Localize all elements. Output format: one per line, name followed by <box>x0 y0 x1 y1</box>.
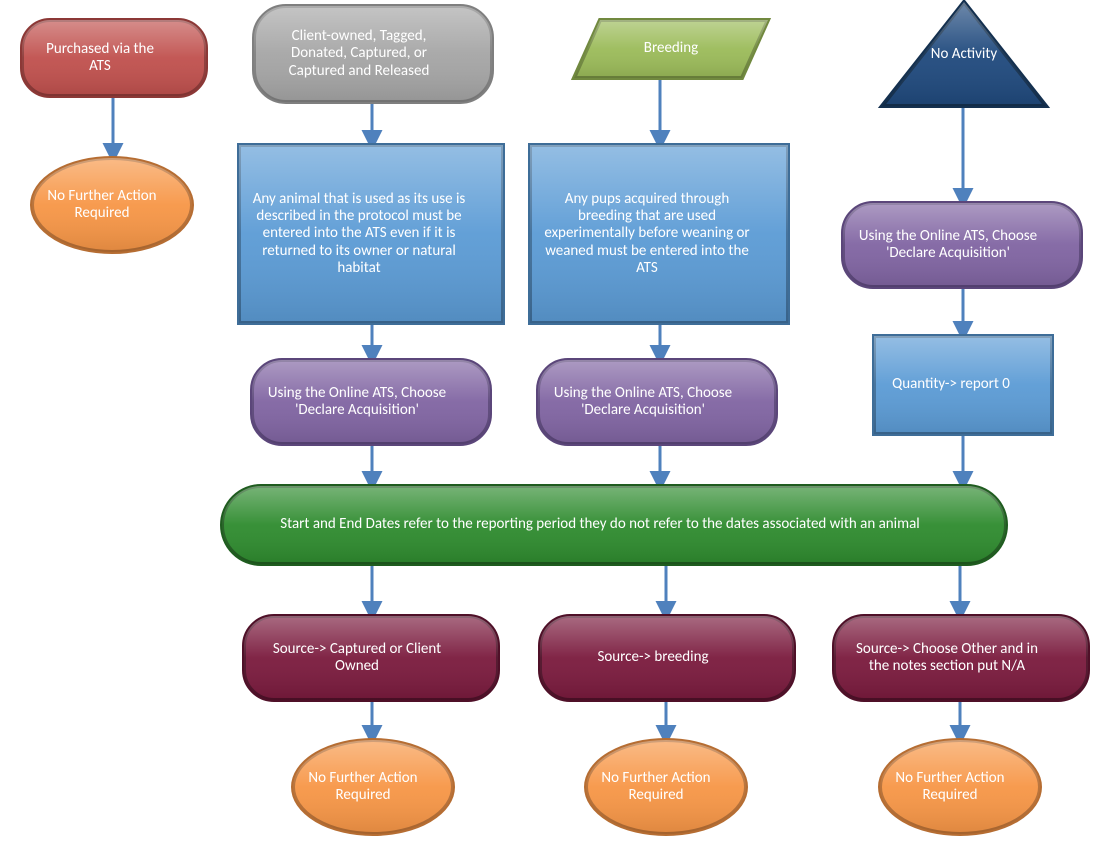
label-end_c: No Further Action Required <box>880 740 1020 834</box>
label-src_captured: Source-> Captured or Client Owned <box>244 616 470 700</box>
label-no_activity: No Activity <box>882 2 1046 62</box>
label-dates_bar: Start and End Dates refer to the reporti… <box>222 486 978 564</box>
label-purchased: Purchased via the ATS <box>22 20 178 96</box>
label-src_other: Source-> Choose Other and in the notes s… <box>834 616 1060 700</box>
label-end_b: No Further Action Required <box>586 740 726 834</box>
label-desc_breeding: Any pups acquired through breeding that … <box>530 145 764 323</box>
label-declare_right: Using the Online ATS, Choose 'Declare Ac… <box>843 203 1053 287</box>
label-end_a: No Further Action Required <box>293 740 433 834</box>
label-client_owned: Client-owned, Tagged, Donated, Captured,… <box>254 6 464 102</box>
label-end_left: No Further Action Required <box>32 158 172 252</box>
label-src_breeding: Source-> breeding <box>540 616 766 700</box>
label-declare_mid: Using the Online ATS, Choose 'Declare Ac… <box>538 360 748 444</box>
label-qty_report: Quantity-> report 0 <box>874 336 1028 434</box>
label-desc_client: Any animal that is used as its use is de… <box>239 145 479 323</box>
label-breeding: Breeding <box>574 20 768 78</box>
label-declare_left: Using the Online ATS, Choose 'Declare Ac… <box>252 360 462 444</box>
